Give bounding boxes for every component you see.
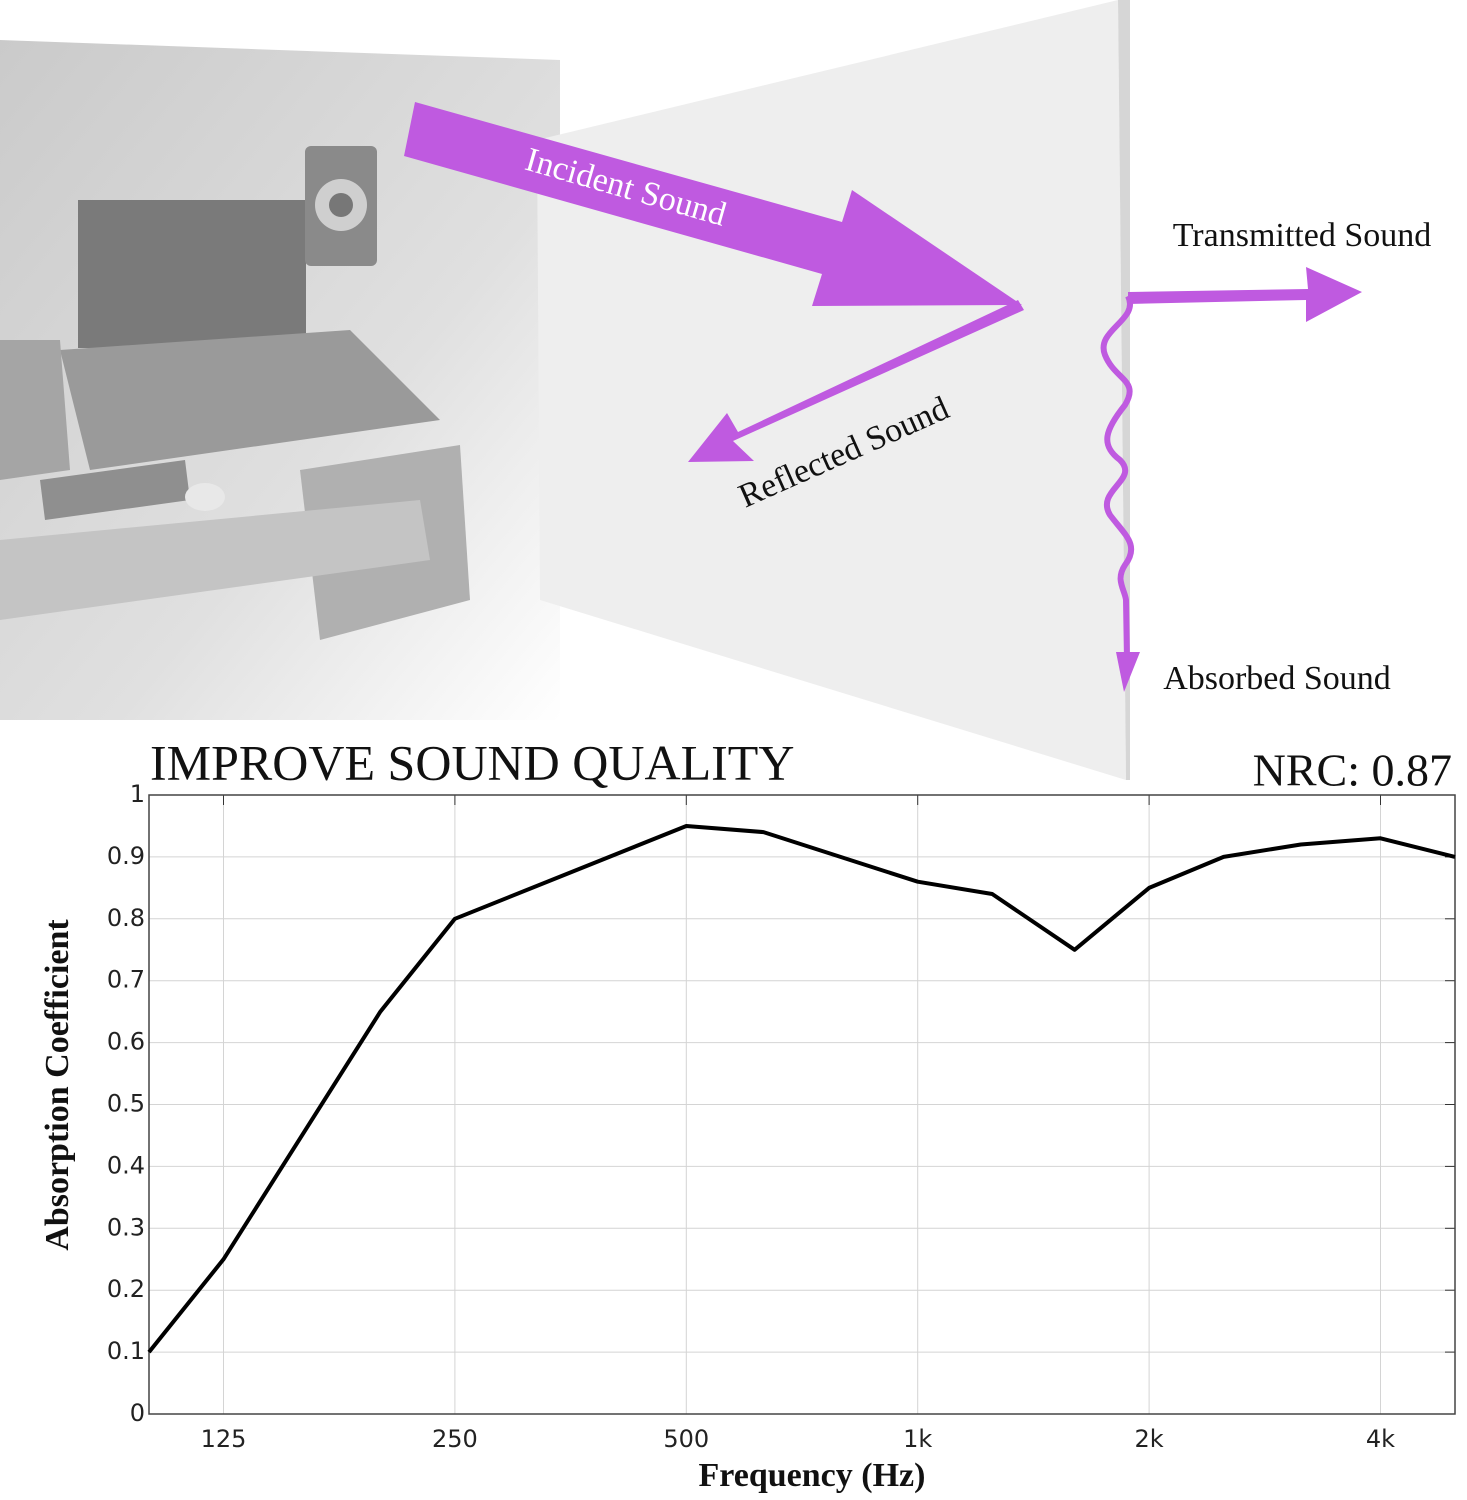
x-axis-label: Frequency (Hz) xyxy=(699,1457,926,1494)
absorbed-arrow xyxy=(1100,294,1135,661)
arrows xyxy=(404,102,1362,692)
y-tick-label: 0.8 xyxy=(107,904,145,932)
y-axis-label: Absorption Coefficient xyxy=(39,919,76,1251)
label-transmitted: Transmitted Sound xyxy=(1173,217,1432,254)
studio-photo xyxy=(0,40,560,720)
label-absorbed: Absorbed Sound xyxy=(1163,660,1391,697)
y-tick-label: 0.4 xyxy=(107,1151,145,1179)
x-tick-label: 250 xyxy=(432,1425,478,1453)
y-tick-label: 0.9 xyxy=(107,842,145,870)
x-tick-label: 4k xyxy=(1366,1425,1395,1453)
y-tick-label: 0.3 xyxy=(107,1213,145,1241)
y-tick-label: 0.6 xyxy=(107,1028,145,1056)
y-tick-label: 0.2 xyxy=(107,1275,145,1303)
panel-edge xyxy=(1118,0,1130,780)
data-line xyxy=(147,824,1456,1354)
y-tick-label: 1 xyxy=(130,780,145,808)
y-tick-label: 0.5 xyxy=(107,1090,145,1118)
plot-frame xyxy=(148,794,1456,1415)
y-tick-label: 0.1 xyxy=(107,1337,145,1365)
x-tick-label: 500 xyxy=(663,1425,709,1453)
x-tick-label: 1k xyxy=(903,1425,932,1453)
y-tick-label: 0.7 xyxy=(107,966,145,994)
x-tick-label: 125 xyxy=(201,1425,247,1453)
chart-title: IMPROVE SOUND QUALITY xyxy=(150,734,794,790)
x-tick-label: 2k xyxy=(1135,1425,1164,1453)
y-tick-label: 0 xyxy=(130,1399,145,1427)
nrc: NRC: 0.87 xyxy=(1253,745,1452,796)
